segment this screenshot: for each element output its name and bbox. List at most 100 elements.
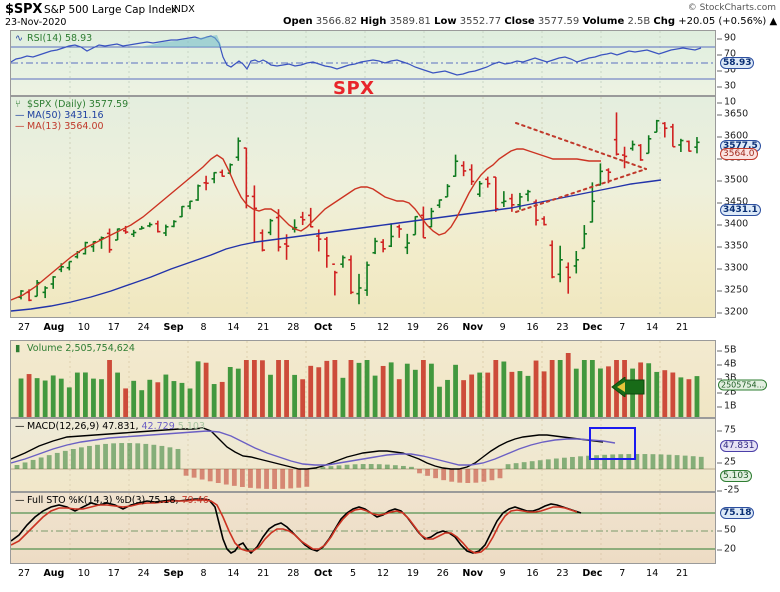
change-value: +20.05 (+0.56%) (678, 16, 767, 27)
stockcharts-credit: © StockCharts.com (687, 3, 776, 13)
macd-axis: 75 25 -25 47.831 5.103 (716, 418, 780, 496)
rsi-tick-90: 90 (716, 32, 737, 44)
price-tick-3350: 3350 (716, 240, 749, 252)
sto-tick-50: 50 (716, 524, 737, 536)
volume-value: 2.5B (627, 16, 651, 27)
sto-line-icon: — (15, 495, 25, 506)
x-tick-7: 7 (619, 322, 626, 333)
volume-tick-5b: 5B (717, 344, 737, 356)
x-tick-aug: Aug (43, 568, 65, 579)
volume-panel: ▮ Volume 2,505,754,624 (10, 340, 716, 418)
chart-header: $SPX S&P 500 Large Cap Index INDX 23-Nov… (0, 0, 780, 30)
price-legend-ma50: — MA(50) 3431.16 (15, 110, 104, 121)
rsi-plot (10, 31, 715, 95)
close-value: 3577.59 (537, 16, 580, 27)
x-tick-28: 28 (287, 322, 300, 333)
low-value: 3552.77 (459, 16, 502, 27)
x-tick-12: 12 (376, 568, 390, 579)
x-tick-dec: Dec (582, 322, 603, 333)
high-label: High (360, 16, 387, 27)
price-tick-3650: 3650 (716, 108, 749, 120)
x-axis-top: 27 Aug 10 17 24 Sep 8 14 21 28 Oct 5 12 19 26 Nov 9 16 23 D… (10, 320, 716, 338)
open-label: Open (283, 16, 313, 27)
ma50-line-icon: — (15, 110, 25, 121)
high-value: 3589.81 (389, 16, 431, 27)
stochastic-plot (10, 493, 715, 563)
x-tick-10: 10 (77, 322, 90, 333)
exchange-label: INDX (171, 4, 195, 15)
quote-bar: Open 3566.82 High 3589.81 Low 3552.77 Cl… (283, 16, 777, 27)
x-tick-17: 17 (107, 568, 120, 579)
x-tick-17: 17 (107, 322, 120, 333)
rsi-panel: ∿ RSI(14) 58.93 (10, 30, 716, 96)
x-tick-21: 21 (676, 322, 689, 333)
x-tick-14: 14 (646, 322, 659, 333)
x-tick-27: 27 (17, 568, 31, 579)
x-tick-26: 26 (436, 322, 449, 333)
price-panel: ⑂ $SPX (Daily) 3577.59 — MA(50) 3431.16 … (10, 96, 716, 318)
x-tick-27: 27 (17, 322, 31, 333)
macd-hist-value: 5.103 (177, 421, 205, 432)
x-tick-9: 9 (499, 322, 506, 333)
volume-value-tag: 2505754... (718, 379, 768, 391)
volume-tick-1b: 1B (717, 400, 737, 412)
x-tick-28: 28 (287, 568, 300, 579)
x-tick-23: 23 (556, 568, 569, 579)
ticker-symbol: $SPX (5, 2, 43, 17)
macd-legend-value: 47.831, (102, 421, 139, 432)
index-name: S&P 500 Large Cap Index (44, 4, 178, 16)
ma50-price-tag: 3431.1 (720, 204, 761, 216)
macd-signal-value: 42.729 (141, 421, 175, 432)
price-tick-3300: 3300 (716, 262, 749, 274)
sto-d-value: 79.46 (181, 495, 209, 506)
macd-legend-name: MACD(12,26,9) (27, 421, 100, 432)
volume-tick-3b: 3B (717, 372, 737, 384)
macd-tick-75: 75 (716, 424, 737, 436)
x-tick-aug: Aug (43, 322, 65, 333)
stochastic-legend: — Full STO %K(14,3) %D(3) 75.18, 79.46 (15, 495, 209, 506)
x-tick-12: 12 (376, 322, 390, 333)
x-tick-dec: Dec (582, 568, 603, 579)
volume-label: Volume (582, 16, 625, 27)
candlestick-icon: ⑂ (15, 99, 21, 110)
x-tick-16: 16 (526, 568, 539, 579)
x-tick-19: 19 (406, 322, 419, 333)
x-tick-oct: Oct (314, 322, 333, 333)
rsi-sparkline-icon: ∿ (15, 33, 23, 44)
x-tick-23: 23 (556, 322, 569, 333)
x-tick-16: 16 (526, 322, 539, 333)
sto-k-value: 75.18, (148, 495, 179, 506)
sto-legend-name: Full STO %K(14,3) %D(3) (27, 495, 146, 506)
macd-value-tag: 47.831 (720, 440, 758, 452)
rsi-axis: 90 70 50 30 10 58.93 (716, 30, 780, 108)
x-tick-9: 9 (499, 568, 506, 579)
volume-tick-4b: 4B (717, 358, 737, 370)
macd-signal-tag: 5.103 (720, 470, 752, 482)
rsi-legend-text: RSI(14) 58.93 (27, 33, 93, 44)
x-axis-bottom: 27 Aug 10 17 24 Sep 8 14 21 28 Oct 5 12 19 26 Nov 9 16 23 D… (10, 566, 716, 584)
quote-date: 23-Nov-2020 (5, 17, 67, 28)
x-tick-21: 21 (676, 568, 689, 579)
price-tick-3200: 3200 (716, 306, 749, 318)
macd-plot (10, 419, 715, 491)
price-legend-main: ⑂ $SPX (Daily) 3577.59 (15, 99, 128, 110)
close-label: Close (504, 16, 535, 27)
volume-tick-2b: 2B (717, 386, 737, 398)
low-label: Low (434, 16, 457, 27)
stochastic-axis: 50 20 75.18 (716, 492, 780, 564)
x-tick-nov: Nov (462, 322, 484, 333)
spx-watermark: SPX (333, 78, 375, 99)
change-up-arrow-icon: ▲ (769, 16, 778, 27)
price-tick-3450: 3450 (716, 196, 749, 208)
x-tick-21: 21 (257, 568, 270, 579)
ma13-legend-text: MA(13) 3564.00 (27, 121, 104, 132)
price-tick-3400: 3400 (716, 218, 749, 230)
x-tick-24: 24 (137, 322, 150, 333)
price-tick-3600: 3600 (716, 130, 749, 142)
x-tick-24: 24 (137, 568, 150, 579)
macd-tick-neg25: -25 (717, 484, 740, 496)
sto-value-tag: 75.18 (720, 507, 755, 519)
x-tick-sep: Sep (163, 568, 184, 579)
rsi-tick-10: 10 (716, 96, 737, 108)
